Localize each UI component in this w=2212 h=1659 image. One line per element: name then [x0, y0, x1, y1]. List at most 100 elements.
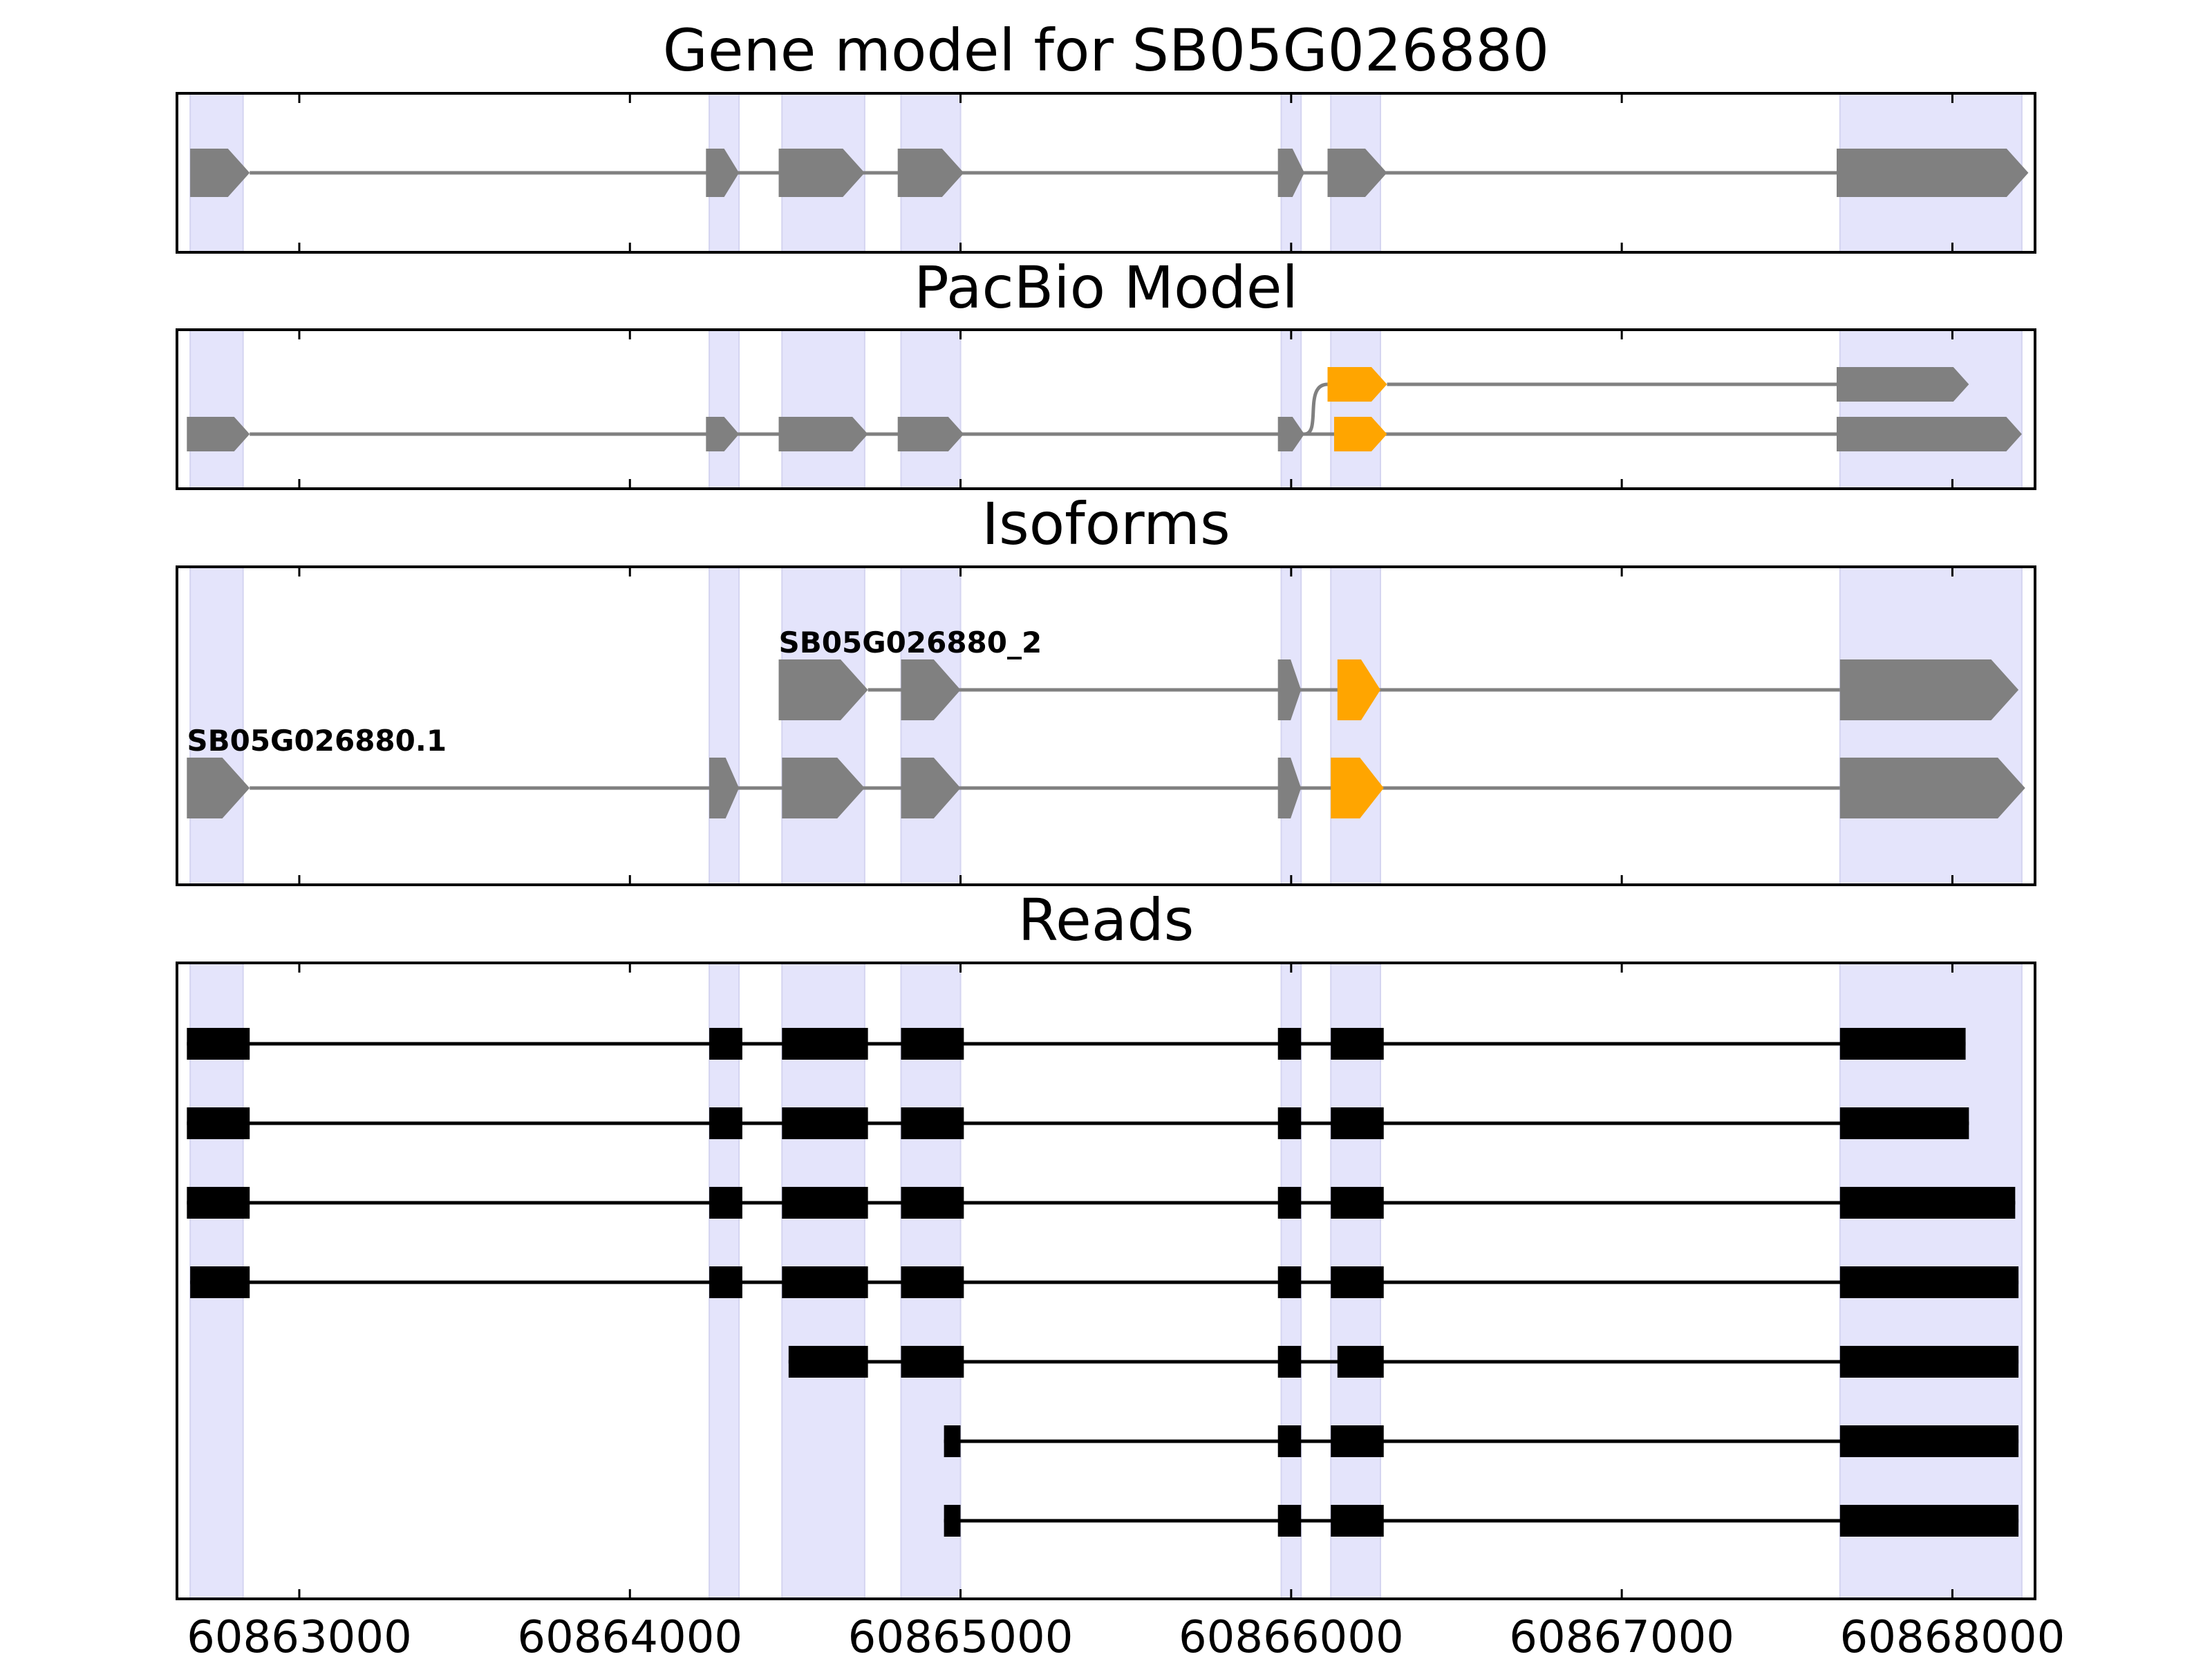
x-tick-label-3: 60866000 — [1179, 1612, 1404, 1659]
x-tick-label-4: 60867000 — [1509, 1612, 1734, 1659]
read-1-block-4 — [1277, 1107, 1302, 1139]
pacbio-model-frame — [176, 328, 2036, 490]
pacbio-track-1-exon-6 — [1837, 417, 2022, 451]
read-5-block-2 — [1331, 1425, 1384, 1457]
isoforms-isoform-label-1: SB05G026880.1 — [187, 724, 447, 758]
x-tick-label-0: 60863000 — [187, 1612, 412, 1659]
isoforms-track-1-exon-0 — [187, 758, 250, 818]
read-1-block-1 — [709, 1107, 742, 1139]
pacbio-highlight-region-4 — [1280, 329, 1302, 489]
read-2-block-3 — [901, 1187, 964, 1219]
isoforms-highlight-region-3 — [900, 566, 962, 885]
isoforms-highlight-region-5 — [1330, 566, 1381, 885]
read-5-block-3 — [1839, 1425, 2019, 1457]
read-6-block-2 — [1331, 1505, 1384, 1537]
pacbio-highlight-region-5 — [1330, 329, 1381, 489]
pacbio-highlight-region-6 — [1839, 329, 2023, 489]
read-2-block-4 — [1277, 1187, 1302, 1219]
read-6-block-0 — [944, 1505, 961, 1537]
gene-track-0-exon-1 — [706, 149, 740, 197]
isoforms-track-0-exon-4 — [1839, 659, 2019, 720]
isoforms-isoform-label-0: SB05G026880_2 — [778, 626, 1042, 659]
pacbio-track-1-exon-1 — [706, 417, 740, 451]
pacbio-track-1-exon-3 — [897, 417, 964, 451]
read-2-block-5 — [1331, 1187, 1384, 1219]
isoforms-track-1-exon-1 — [709, 758, 740, 818]
read-6-block-3 — [1839, 1505, 2019, 1537]
read-1-block-6 — [1839, 1107, 1969, 1139]
read-4-block-1 — [901, 1346, 964, 1378]
isoforms-track-1-exon-2 — [782, 758, 865, 818]
reads-frame — [176, 962, 2036, 1600]
isoforms-track-0-alt-exon-3 — [1337, 659, 1380, 720]
read-0-block-1 — [709, 1028, 742, 1060]
read-1-block-5 — [1331, 1107, 1384, 1139]
pacbio-highlight-region-3 — [900, 329, 962, 489]
read-3-block-0 — [190, 1266, 250, 1298]
read-2-block-0 — [187, 1187, 250, 1219]
pacbio-model-panel: PacBio Model — [176, 254, 2036, 490]
isoforms-track-1-exon-4 — [1277, 758, 1302, 818]
read-3-block-3 — [901, 1266, 964, 1298]
gene-track-0-exon-2 — [778, 149, 865, 197]
x-axis-labels: 60863000 60864000 60865000 60866000 60867000… — [187, 1612, 2065, 1659]
isoforms-track-1-exon-3 — [901, 758, 961, 818]
read-6-block-1 — [1277, 1505, 1302, 1537]
reads-title: Reads — [1018, 886, 1194, 954]
read-0-block-0 — [187, 1028, 250, 1060]
isoforms-panel: Isoforms SB05G026880_2 SB05G026880.1 — [176, 490, 2036, 886]
read-4-block-0 — [788, 1346, 868, 1378]
isoforms-track-0-exon-2 — [1277, 659, 1302, 720]
x-tick-label-5: 60868000 — [1840, 1612, 2065, 1659]
x-tick-label-1: 60864000 — [517, 1612, 742, 1659]
pacbio-highlight-region-1 — [709, 329, 740, 489]
read-3-block-1 — [709, 1266, 742, 1298]
gene-track-0-exon-6 — [1837, 149, 2029, 197]
isoforms-highlight-region-2 — [781, 566, 865, 885]
isoforms-track-1-exon-6 — [1839, 758, 2025, 818]
isoforms-highlight-region-0 — [189, 566, 244, 885]
read-1-block-0 — [187, 1107, 250, 1139]
gene-track-0-exon-4 — [1277, 149, 1304, 197]
read-0-block-3 — [901, 1028, 964, 1060]
pacbio-track-1-exon-0 — [187, 417, 250, 451]
isoforms-highlight-region-1 — [709, 566, 740, 885]
pacbio-highlight-region-2 — [781, 329, 865, 489]
read-4-block-3 — [1337, 1346, 1384, 1378]
isoforms-track-0-exon-0 — [778, 659, 868, 720]
read-3-block-5 — [1331, 1266, 1384, 1298]
read-1-block-3 — [901, 1107, 964, 1139]
gene-track-0-exon-0 — [190, 149, 250, 197]
read-4-block-4 — [1839, 1346, 2019, 1378]
pacbio-track-0-alt-exon-0 — [1327, 367, 1387, 402]
read-5-block-0 — [944, 1425, 961, 1457]
read-1-block-2 — [782, 1107, 868, 1139]
read-2-block-1 — [709, 1187, 742, 1219]
read-3-block-2 — [782, 1266, 868, 1298]
read-0-block-6 — [1839, 1028, 1966, 1060]
isoforms-track-1-alt-exon-5 — [1331, 758, 1384, 818]
read-2-block-6 — [1839, 1187, 2016, 1219]
pacbio-track-1-exon-2 — [778, 417, 868, 451]
isoforms-highlight-region-4 — [1280, 566, 1302, 885]
isoforms-track-0-exon-1 — [901, 659, 961, 720]
pacbio-track-1-exon-4 — [1277, 417, 1304, 451]
read-2-block-2 — [782, 1187, 868, 1219]
pacbio-track-0-exon-1 — [1837, 367, 1969, 402]
isoforms-frame — [176, 565, 2036, 886]
read-0-block-5 — [1331, 1028, 1384, 1060]
gene-model-panel: Gene model for SB05G026880 — [176, 17, 2036, 254]
pacbio-highlight-region-0 — [189, 329, 244, 489]
read-3-block-4 — [1277, 1266, 1302, 1298]
read-4-block-2 — [1277, 1346, 1302, 1378]
read-0-block-2 — [782, 1028, 868, 1060]
gene-model-title: Gene model for SB05G026880 — [663, 17, 1549, 84]
gene-track-0-exon-3 — [897, 149, 964, 197]
isoforms-highlight-region-6 — [1839, 566, 2023, 885]
x-tick-label-2: 60865000 — [848, 1612, 1074, 1659]
isoforms-title: Isoforms — [982, 490, 1230, 558]
reads-panel: Reads — [176, 886, 2036, 1600]
pacbio-track-1-alt-exon-5 — [1334, 417, 1387, 451]
read-0-block-4 — [1277, 1028, 1302, 1060]
